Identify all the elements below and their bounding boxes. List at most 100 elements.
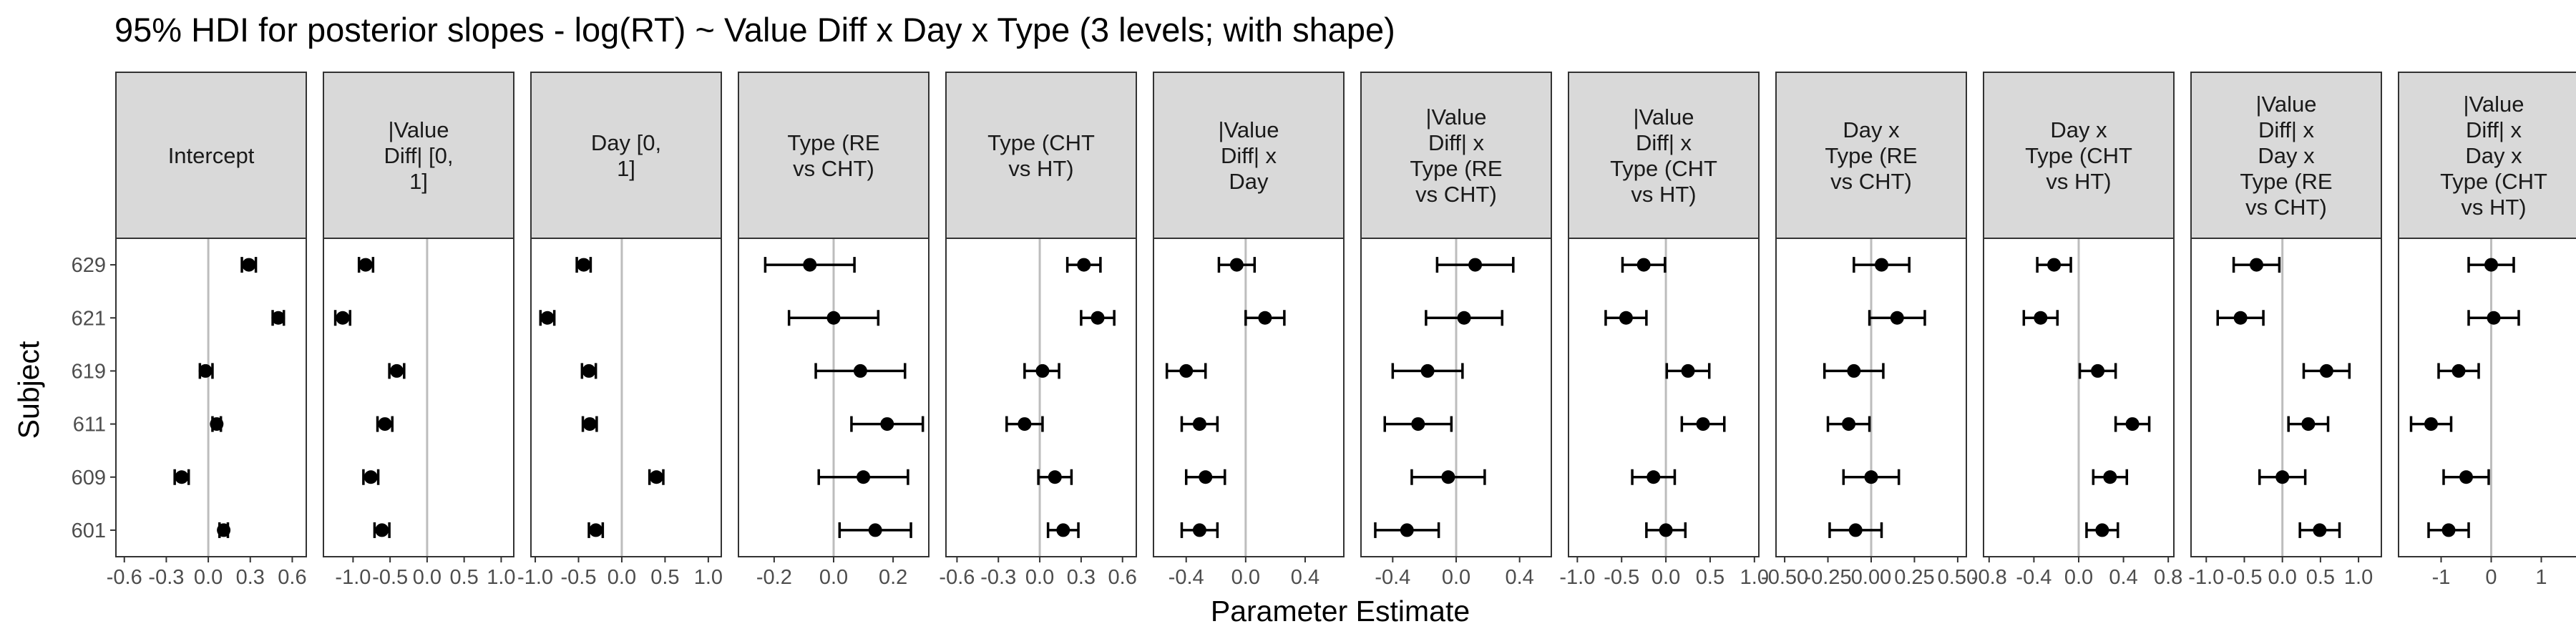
point-estimate [2313,523,2327,537]
facet-plot-area [323,238,514,557]
point-estimate [2250,258,2264,272]
point-estimate [2095,523,2109,537]
point-estimate [868,523,882,537]
facet-plot-area [1153,238,1345,557]
point-estimate [1875,258,1889,272]
point-estimate [2451,364,2466,378]
point-estimate [271,311,286,325]
point-estimate [2091,364,2105,378]
point-estimate [582,364,596,378]
facet-strip-label: |Value [1218,117,1279,142]
facet-strip-label: |Value [1633,104,1694,130]
x-tick-label: -0.3 [980,566,1016,589]
facet-strip-label: Type (RE [1825,143,1917,168]
point-estimate [1192,523,1206,537]
point-estimate [1048,470,1062,484]
point-estimate [210,417,224,431]
point-estimate [1468,258,1483,272]
facet-strip-label: Type (CHT [2025,143,2132,168]
facet-strip-label: vs CHT) [1415,182,1497,207]
subject-axis-labels: 629 621 619 611 609 601 [72,254,116,542]
x-tick-label: -0.5 [2226,566,2262,589]
facet-strip-label: Day x [2050,117,2107,142]
y-tick-label: 601 [72,519,106,542]
x-tick-label: -0.5 [1604,566,1639,589]
x-tick-label: 0.5 [449,566,478,589]
point-estimate [358,258,373,272]
facet-strip [2190,72,2382,239]
facet-plot-area [530,238,722,557]
facet-strip [1983,72,2175,239]
point-estimate [589,523,603,537]
point-estimate [378,417,392,431]
x-tick-label: 0.25 [1894,566,1934,589]
x-tick-label: 0.5 [1696,566,1724,589]
point-estimate [803,258,817,272]
point-estimate [853,364,867,378]
x-tick-label: 0.0 [2268,566,2297,589]
point-estimate [1056,523,1070,537]
facet-strip-label: Day [0, [591,130,661,155]
x-tick-label: -0.6 [939,566,975,589]
x-tick-label: -1.0 [2188,566,2224,589]
facet-plot-area [1568,238,1760,557]
facet-strip-label: Intercept [168,143,255,168]
point-estimate [2441,523,2456,537]
facet-strip [1360,72,1552,239]
point-estimate [1192,417,1206,431]
facet-strip-label: Day x [2258,143,2315,168]
point-estimate [364,470,378,484]
x-tick-label: -0.5 [372,566,408,589]
x-tick-label: -0.4 [2016,566,2051,589]
point-estimate [857,470,871,484]
point-estimate [1400,523,1414,537]
facet-strip-label: Diff| [0, [384,143,453,168]
facet-strip-label: Type (RE [2240,169,2332,194]
point-estimate [1847,364,1861,378]
point-estimate [1890,311,1904,325]
chart-title: 95% HDI for posterior slopes - log(RT) ~… [114,11,1395,49]
point-estimate [1636,258,1651,272]
x-tick-label: 0.0 [819,566,848,589]
facet-strip-label: Day x [1843,117,1900,142]
x-tick-label: 0.4 [2109,566,2137,589]
x-tick-label: -1 [2432,566,2451,589]
facet-strip-label: |Value [2255,92,2316,117]
facet-strip-label: Type (CHT [1610,156,1717,181]
facet-strip-label: Type (CHT [2440,169,2547,194]
point-estimate [1457,311,1471,325]
x-tick-label: -0.25 [1804,566,1851,589]
point-estimate [2459,470,2473,484]
facet-strip-label: |Value [1425,104,1486,130]
x-tick-label: 1.0 [487,566,515,589]
point-estimate [2034,311,2048,325]
point-estimate [577,258,591,272]
x-tick-label: 0.0 [1442,566,1470,589]
point-estimate [375,523,389,537]
facet-strip [1568,72,1760,239]
point-estimate [1848,523,1863,537]
point-estimate [1411,417,1425,431]
y-tick-label: 629 [72,254,106,277]
x-tick-label: 0.4 [1291,566,1319,589]
x-tick-label: -1.0 [335,566,371,589]
point-estimate [2484,258,2498,272]
x-tick-label: -1.0 [1559,566,1595,589]
point-estimate [1619,311,1633,325]
point-estimate [389,364,404,378]
y-tick-label: 621 [72,307,106,330]
point-estimate [217,523,231,537]
point-estimate [1018,417,1032,431]
y-axis-label: Subject [12,341,45,439]
point-estimate [1091,311,1105,325]
point-estimate [2233,311,2248,325]
point-estimate [1696,417,1710,431]
facet-strip-label: vs CHT) [793,156,874,181]
